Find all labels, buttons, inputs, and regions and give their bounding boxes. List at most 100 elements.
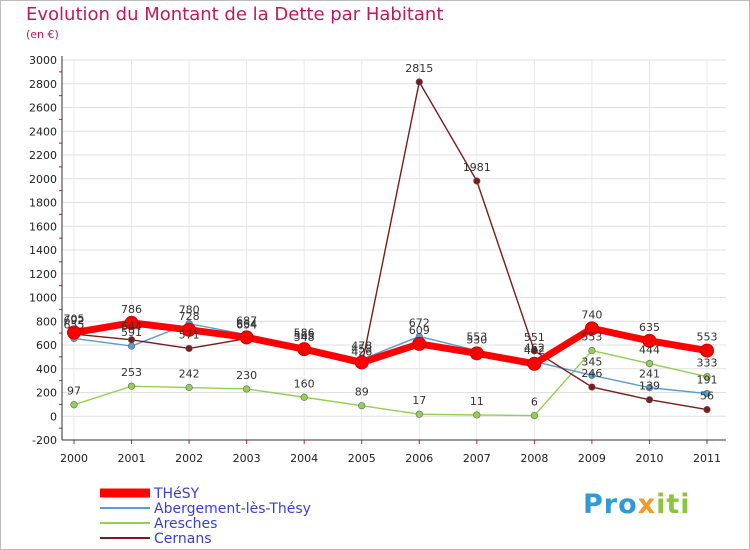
- data-point: [415, 78, 423, 86]
- data-label: 246: [581, 367, 602, 380]
- y-tick-label: 600: [36, 339, 57, 352]
- data-label: 553: [466, 331, 487, 344]
- data-point: [642, 333, 657, 348]
- y-tick-label: 2600: [29, 102, 57, 115]
- y-tick-label: 2000: [29, 173, 57, 186]
- data-point: [700, 343, 714, 358]
- chart-title: Evolution du Montant de la Dette par Hab…: [26, 4, 444, 25]
- logo-part-3: iti: [656, 489, 691, 520]
- data-label: 672: [409, 316, 430, 329]
- data-point: [527, 356, 542, 371]
- data-point: [703, 389, 711, 398]
- x-tick-label: 2003: [233, 452, 261, 465]
- x-tick-label: 2011: [693, 452, 721, 465]
- data-point: [127, 336, 136, 344]
- data-label: 740: [581, 308, 602, 321]
- data-label: 654: [236, 319, 257, 332]
- x-tick-label: 2000: [60, 452, 88, 465]
- data-label: 11: [470, 395, 484, 408]
- data-label: 17: [412, 394, 426, 407]
- y-tick-label: 1800: [29, 197, 57, 210]
- logo-part-1: Pro: [583, 489, 638, 520]
- series-line-0: [70, 319, 711, 368]
- data-label: 56: [700, 390, 714, 403]
- data-label: 586: [294, 327, 315, 340]
- data-label: 591: [121, 326, 142, 339]
- data-point: [415, 410, 423, 418]
- y-tick-label: 1000: [29, 292, 57, 305]
- series-line-3: [73, 81, 708, 411]
- data-point: [67, 325, 81, 340]
- y-tick-label: 1600: [29, 220, 57, 233]
- legend-label: Aresches: [154, 516, 217, 532]
- data-point: [185, 344, 193, 353]
- data-point: [358, 402, 366, 410]
- data-label: 655: [64, 318, 85, 331]
- y-tick-label: -200: [32, 434, 57, 447]
- y-tick-label: 2400: [29, 125, 57, 138]
- y-tick-label: 3000: [29, 54, 57, 67]
- data-point: [124, 315, 139, 330]
- data-point: [588, 371, 596, 379]
- data-label: 2815: [405, 62, 433, 75]
- data-label: 442: [524, 344, 545, 357]
- legend-label: Abergement-lès-Thésy: [154, 501, 311, 517]
- data-point: [473, 177, 481, 185]
- y-tick-label: 400: [36, 363, 57, 376]
- data-point: [530, 411, 538, 420]
- data-label: 553: [697, 331, 718, 344]
- y-tick-label: 800: [36, 315, 57, 328]
- x-tick-label: 2009: [578, 452, 606, 465]
- data-point: [127, 342, 136, 350]
- data-label: 644: [121, 320, 142, 333]
- data-point: [645, 384, 654, 392]
- data-label: 241: [639, 368, 660, 381]
- y-tick-label: 1400: [29, 244, 57, 257]
- data-label: 705: [64, 313, 85, 326]
- x-tick-label: 2001: [118, 452, 146, 465]
- data-point: [182, 322, 197, 337]
- chart-subtitle: (en €): [26, 28, 59, 41]
- data-point: [70, 401, 78, 409]
- y-tick-label: 0: [50, 410, 57, 423]
- data-label: 242: [179, 368, 200, 381]
- proxiti-logo: Proxiti: [583, 489, 691, 520]
- data-label: 345: [581, 355, 602, 368]
- data-label: 253: [121, 366, 142, 379]
- x-tick-label: 2004: [290, 452, 318, 465]
- data-label: 664: [236, 317, 257, 330]
- data-point: [127, 382, 136, 390]
- data-label: 444: [639, 344, 660, 357]
- data-label: 553: [581, 331, 602, 344]
- data-label: 530: [466, 333, 487, 346]
- data-label: 97: [67, 385, 81, 398]
- data-label: 687: [236, 315, 257, 328]
- x-tick-label: 2007: [463, 452, 491, 465]
- data-label: 571: [179, 328, 200, 341]
- data-label: 1981: [463, 161, 491, 174]
- data-label: 191: [697, 374, 718, 387]
- data-point: [300, 393, 308, 401]
- data-label: 453: [351, 342, 372, 355]
- data-label: 160: [294, 377, 315, 390]
- data-point: [703, 373, 711, 381]
- data-label: 565: [294, 329, 315, 342]
- plot-grid: [62, 59, 726, 441]
- data-point: [584, 321, 599, 336]
- data-point: [645, 396, 654, 404]
- x-tick-label: 2006: [405, 452, 433, 465]
- data-point: [243, 385, 251, 393]
- data-label: 635: [639, 321, 660, 334]
- data-point: [412, 336, 427, 351]
- data-point: [354, 355, 369, 370]
- data-label: 692: [64, 314, 85, 327]
- data-label: 786: [121, 303, 142, 316]
- data-point: [239, 330, 254, 345]
- x-tick-label: 2008: [520, 452, 548, 465]
- series-line-2: [73, 349, 708, 417]
- data-point: [588, 346, 596, 355]
- data-label: 728: [179, 310, 200, 323]
- legend-label: THéSY: [153, 486, 200, 502]
- data-label: 333: [697, 357, 718, 370]
